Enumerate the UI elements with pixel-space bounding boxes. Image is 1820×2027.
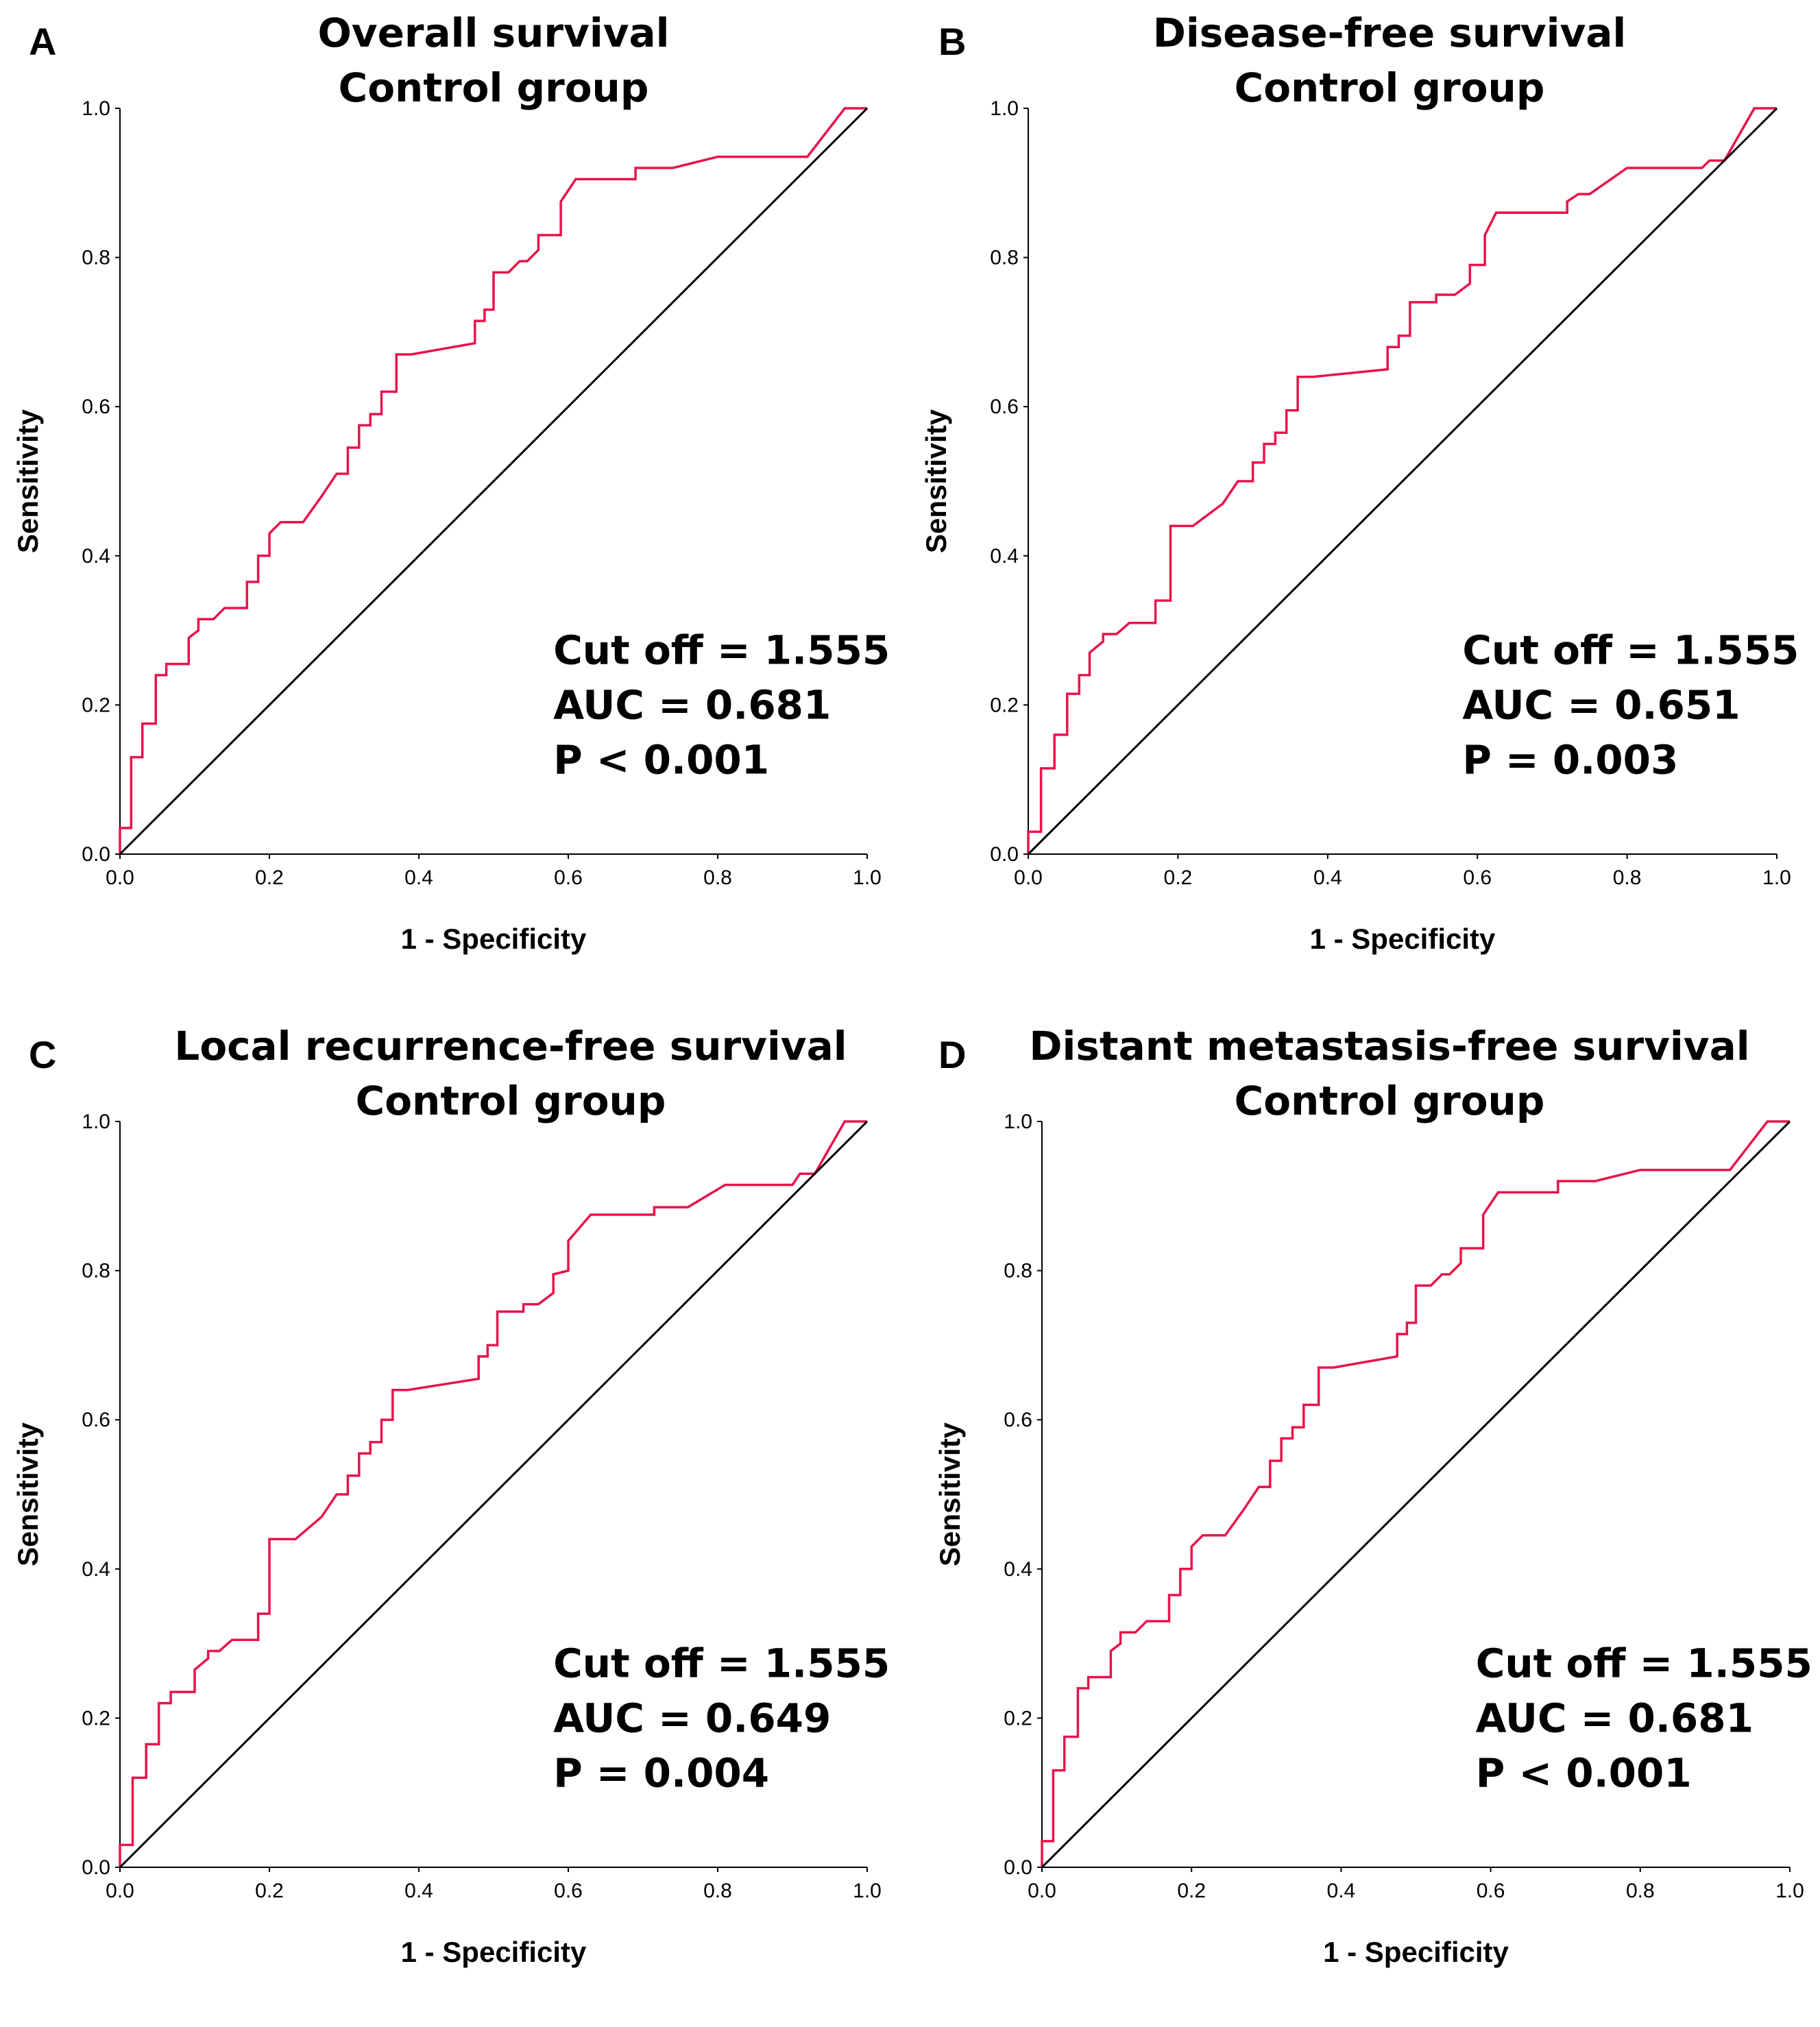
x-tick-label: 1.0: [853, 1880, 882, 1902]
x-tick-label: 0.2: [1164, 866, 1193, 889]
panel-d: D Distant metastasis-free survival Control…: [910, 1013, 1819, 2026]
x-tick-label: 1.0: [853, 866, 882, 889]
stat-annotation: Cut off = 1.555: [553, 1640, 890, 1687]
x-tick-label: 0.8: [703, 866, 732, 889]
stat-annotation: AUC = 0.651: [1462, 682, 1740, 729]
y-tick-label: 0.0: [1004, 1856, 1032, 1879]
y-tick-label: 0.4: [82, 1558, 110, 1581]
y-axis-label: Sensitivity: [12, 1422, 44, 1566]
panel-letter: B: [938, 20, 966, 63]
panel-c: C Local recurrence-free survival Control g…: [0, 1013, 910, 2026]
stat-annotation: P < 0.001: [1476, 1750, 1692, 1797]
y-tick-label: 0.8: [82, 247, 110, 269]
y-tick-label: 0.8: [990, 247, 1019, 269]
x-tick-label: 0.0: [1028, 1880, 1056, 1902]
reference-diagonal-line: [1027, 107, 1778, 855]
chart-title-line: Control group: [339, 64, 649, 111]
x-tick-label: 0.6: [554, 866, 583, 889]
x-tick-label: 0.2: [255, 1880, 284, 1902]
roc-curve: [1027, 107, 1777, 854]
x-axis-label: 1 - Specificity: [1310, 923, 1496, 955]
x-tick-label: 1.0: [1762, 866, 1791, 889]
x-axis-label: 1 - Specificity: [1323, 1936, 1509, 1968]
x-tick-label: 0.4: [404, 1880, 433, 1902]
y-axis-label: Sensitivity: [920, 409, 952, 553]
panel-letter: D: [938, 1033, 966, 1076]
y-tick-label: 0.0: [82, 1856, 110, 1879]
chart-title-line: Control group: [1235, 64, 1545, 111]
y-tick-label: 0.6: [990, 396, 1019, 418]
roc-curve: [1041, 1120, 1790, 1867]
y-tick-label: 0.6: [1004, 1409, 1032, 1431]
x-tick-label: 0.4: [404, 866, 433, 889]
stat-annotation: P = 0.004: [553, 1750, 769, 1797]
x-tick-label: 0.6: [1463, 866, 1492, 889]
y-tick-label: 0.0: [990, 843, 1019, 866]
stat-annotation: AUC = 0.649: [553, 1695, 831, 1742]
x-tick-label: 0.0: [106, 1880, 134, 1902]
y-tick-label: 0.2: [1004, 1707, 1032, 1729]
chart-title-line: Distant metastasis-free survival: [1029, 1023, 1749, 1069]
chart-title-line: Overall survival: [317, 10, 669, 56]
chart-title-line: Disease-free survival: [1153, 10, 1627, 56]
reference-diagonal-line: [1041, 1120, 1791, 1869]
y-axis-label: Sensitivity: [934, 1422, 966, 1566]
y-tick-label: 0.8: [1004, 1260, 1032, 1283]
roc-chart: A Overall survival Control group 0.0 0.2 0.4 0…: [12, 10, 890, 955]
panel-letter: A: [29, 20, 56, 63]
panel-a: A Overall survival Control group 0.0 0.2 0.4 0…: [0, 0, 910, 1013]
y-tick-label: 1.0: [82, 1110, 110, 1133]
y-tick-label: 0.2: [82, 694, 110, 716]
chart-title-line: Local recurrence-free survival: [174, 1023, 847, 1069]
y-tick-label: 0.4: [990, 545, 1019, 568]
stat-annotation: Cut off = 1.555: [1462, 627, 1799, 674]
x-tick-label: 0.2: [1177, 1880, 1206, 1902]
y-tick-label: 0.2: [990, 694, 1019, 716]
chart-title-line: Control group: [356, 1078, 666, 1124]
stat-annotation: Cut off = 1.555: [1476, 1640, 1812, 1687]
panel-letter: C: [29, 1033, 56, 1076]
y-tick-label: 1.0: [1004, 1110, 1032, 1133]
x-tick-label: 1.0: [1775, 1880, 1804, 1902]
stat-annotation: Cut off = 1.555: [553, 627, 890, 674]
y-tick-label: 0.8: [82, 1260, 110, 1283]
x-tick-label: 0.4: [1327, 1880, 1356, 1902]
x-tick-label: 0.6: [554, 1880, 583, 1902]
panel-b: B Disease-free survival Control group 0.0 0.…: [910, 0, 1819, 1013]
stat-annotation: AUC = 0.681: [1476, 1695, 1754, 1742]
y-tick-label: 1.0: [82, 97, 110, 120]
x-tick-label: 0.2: [255, 866, 284, 889]
y-tick-label: 0.4: [82, 545, 110, 568]
roc-curve: [119, 1120, 867, 1867]
x-tick-label: 0.0: [1014, 866, 1043, 889]
y-tick-label: 1.0: [990, 97, 1019, 120]
x-axis-label: 1 - Specificity: [401, 1936, 587, 1968]
chart-title-line: Control group: [1235, 1078, 1545, 1124]
y-tick-label: 0.6: [82, 396, 110, 418]
y-tick-label: 0.4: [1004, 1558, 1032, 1581]
x-tick-label: 0.6: [1477, 1880, 1505, 1902]
y-axis-label: Sensitivity: [12, 409, 44, 553]
x-tick-label: 0.8: [1626, 1880, 1655, 1902]
stat-annotation: AUC = 0.681: [553, 682, 831, 729]
roc-chart: C Local recurrence-free survival Control g…: [12, 1023, 890, 1968]
x-axis-label: 1 - Specificity: [401, 923, 587, 955]
x-tick-label: 0.4: [1313, 866, 1342, 889]
y-tick-label: 0.0: [82, 843, 110, 866]
roc-chart: D Distant metastasis-free survival Control…: [934, 1023, 1812, 1968]
roc-curve: [119, 107, 867, 854]
x-tick-label: 0.0: [106, 866, 134, 889]
y-tick-label: 0.2: [82, 1707, 110, 1729]
reference-diagonal-line: [119, 107, 869, 855]
stat-annotation: P = 0.003: [1462, 737, 1678, 784]
stat-annotation: P < 0.001: [553, 737, 769, 784]
x-tick-label: 0.8: [1613, 866, 1642, 889]
x-tick-label: 0.8: [703, 1880, 732, 1902]
reference-diagonal-line: [119, 1120, 869, 1869]
y-tick-label: 0.6: [82, 1409, 110, 1431]
